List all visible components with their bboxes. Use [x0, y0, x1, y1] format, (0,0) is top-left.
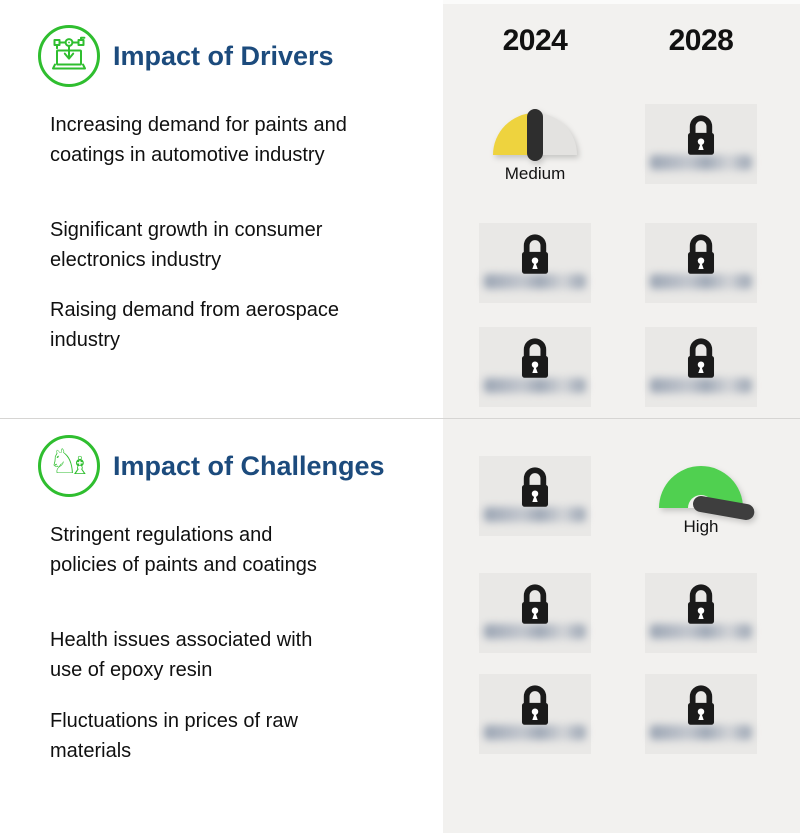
- challenges-section-icon-circle: ♘ ♗: [38, 435, 100, 497]
- driver-item-1: Increasing demand for paints and coating…: [50, 114, 347, 166]
- redacted-text-blur: [484, 378, 586, 393]
- drivers-section-title: Impact of Drivers: [113, 41, 334, 71]
- locked-value-cell[interactable]: [479, 674, 591, 754]
- driver-item-3: Raising demand from aerospace industry: [50, 299, 340, 351]
- lock-icon: [521, 685, 549, 725]
- challenge-item-3: Fluctuations in prices of raw materials: [50, 710, 298, 762]
- redacted-text-blur: [484, 507, 586, 522]
- lock-icon: [521, 584, 549, 624]
- redacted-text-blur: [650, 725, 752, 740]
- challenge-item-1: Stringent regulations and policies of pa…: [50, 524, 317, 576]
- locked-value-cell[interactable]: [645, 327, 757, 407]
- impact-gauge-high: High: [645, 466, 757, 537]
- gauge-label-high: High: [683, 517, 719, 536]
- challenges-section-title: Impact of Challenges: [113, 451, 385, 481]
- chess-bishop-icon: ♗: [68, 451, 91, 480]
- lock-icon: [687, 338, 715, 378]
- lock-icon: [521, 467, 549, 507]
- locked-value-cell[interactable]: [479, 327, 591, 407]
- locked-value-cell[interactable]: [479, 223, 591, 303]
- lock-icon: [687, 685, 715, 725]
- chess-knight-icon: ♘: [48, 442, 79, 482]
- redacted-text-blur: [484, 624, 586, 639]
- lock-icon: [521, 234, 549, 274]
- redacted-text-blur: [650, 624, 752, 639]
- locked-value-cell[interactable]: [645, 573, 757, 653]
- redacted-text-blur: [650, 155, 752, 170]
- network-laptop-icon: [52, 36, 86, 70]
- driver-item-2: Significant growth in consumer electroni…: [50, 219, 323, 271]
- lock-icon: [521, 338, 549, 378]
- column-header-2028: 2028: [668, 24, 734, 57]
- locked-value-cell[interactable]: [645, 223, 757, 303]
- gauge-label-medium: Medium: [504, 164, 566, 183]
- gauge-needle: [527, 109, 543, 161]
- section-divider: [0, 418, 800, 419]
- redacted-text-blur: [650, 274, 752, 289]
- panel-top-edge: [443, 0, 800, 4]
- redacted-text-blur: [484, 725, 586, 740]
- locked-value-cell[interactable]: [479, 456, 591, 536]
- drivers-section-icon-circle: [38, 25, 100, 87]
- gauge-arc-medium: [493, 109, 577, 161]
- locked-value-cell[interactable]: [479, 573, 591, 653]
- chess-pieces-icon: ♘ ♗: [41, 438, 97, 494]
- locked-value-cell[interactable]: [645, 674, 757, 754]
- lock-icon: [687, 234, 715, 274]
- gauge-arc-high: [659, 466, 756, 522]
- challenge-item-2: Health issues associated with use of epo…: [50, 629, 313, 681]
- impact-gauge-medium: Medium: [479, 109, 591, 184]
- redacted-text-blur: [484, 274, 586, 289]
- locked-value-cell[interactable]: [645, 104, 757, 184]
- lock-icon: [687, 115, 715, 155]
- redacted-text-blur: [650, 378, 752, 393]
- column-header-2024: 2024: [502, 24, 568, 57]
- lock-icon: [687, 584, 715, 624]
